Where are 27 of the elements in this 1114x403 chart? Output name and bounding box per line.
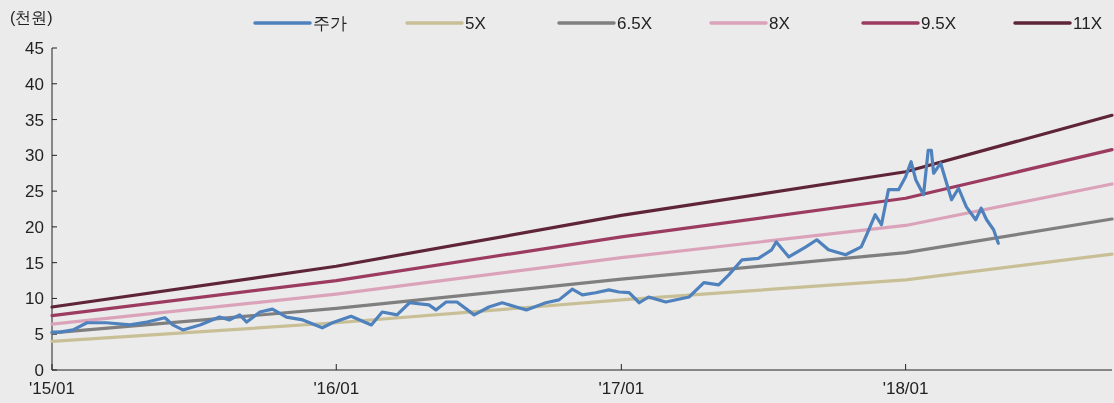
y-tick-label: 0 [34, 361, 44, 380]
y-tick-label: 30 [25, 146, 44, 166]
y-tick-label: 40 [25, 74, 44, 94]
line-series [50, 148, 1114, 318]
x-tick-label: '18/01 [882, 379, 929, 398]
legend-label: 6.5X [617, 14, 652, 33]
legend-label: 11X [1073, 14, 1102, 33]
y-tick-label: 45 [25, 39, 44, 58]
legend-label: 9.5X [921, 14, 956, 33]
y-tick-label: 25 [25, 182, 44, 202]
y-tick-label: 5 [34, 325, 44, 345]
line-series [50, 182, 1114, 326]
x-tick-label: '16/01 [313, 379, 360, 398]
x-tick-label: '15/01 [29, 379, 75, 398]
line-series [50, 113, 1114, 309]
line-series [50, 148, 1000, 334]
legend-label: 주가 [313, 14, 347, 33]
line-series [50, 217, 1114, 335]
y-tick-label: 20 [25, 217, 44, 237]
y-tick-label: 35 [25, 110, 44, 130]
y-tick-label: 15 [25, 253, 44, 273]
x-tick-label: '17/01 [598, 379, 645, 398]
y-tick-label: 10 [25, 289, 44, 309]
legend-label: 5X [465, 14, 486, 33]
legend-label: 8X [769, 14, 790, 33]
y-axis-title: (천원) [10, 9, 53, 26]
line-series [50, 252, 1114, 343]
